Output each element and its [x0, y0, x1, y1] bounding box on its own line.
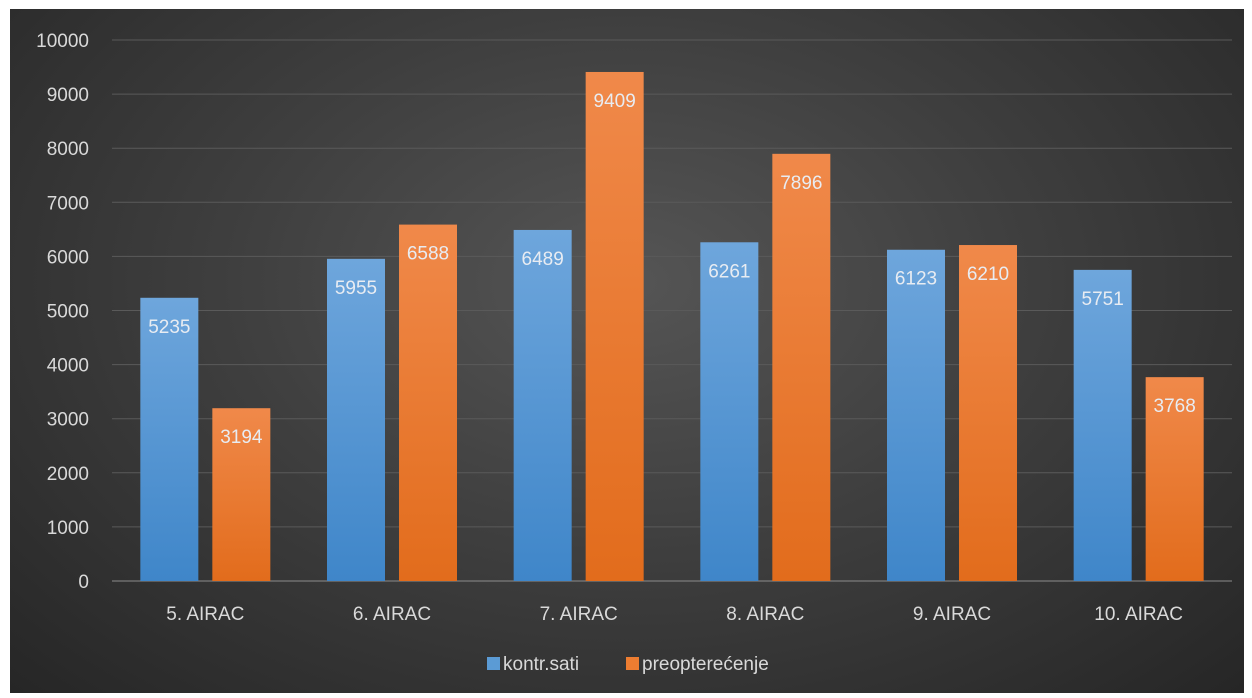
legend-label: preopterećenje [642, 654, 769, 675]
bar-kontr-sati [140, 297, 199, 581]
data-label: 6588 [407, 244, 449, 265]
legend-label: kontr.sati [503, 654, 579, 675]
data-label: 5235 [148, 317, 190, 338]
data-label: 3768 [1154, 396, 1196, 417]
x-axis: 5. AIRAC 6. AIRAC 7. AIRAC 8. AIRAC 9. AIRAC… [166, 604, 1183, 625]
data-labels: 5235 3194 5955 6588 6489 9409 6261 7896 6123 6210… [148, 91, 1196, 448]
legend-swatch [487, 657, 500, 670]
data-label: 6123 [895, 269, 937, 290]
bar-preopterecenje [212, 408, 271, 581]
data-label: 5751 [1082, 289, 1124, 310]
y-tick-label: 5000 [47, 302, 89, 323]
y-tick-label: 2000 [47, 464, 89, 485]
data-label: 5955 [335, 278, 377, 299]
y-tick-label: 6000 [47, 247, 89, 268]
gridlines [112, 39, 1232, 582]
y-tick-label: 0 [78, 572, 89, 593]
data-label: 9409 [594, 91, 636, 112]
legend-swatch [626, 657, 639, 670]
x-category-label: 6. AIRAC [353, 604, 431, 625]
bar-kontr-sati [327, 258, 385, 581]
data-label: 6489 [522, 249, 564, 270]
bar-preopterecenje [399, 224, 457, 581]
bar-preopterecenje [772, 153, 831, 581]
y-axis: 0 1000 2000 3000 4000 5000 6000 7000 8000 9000 100… [36, 31, 89, 593]
bar-preopterecenje [959, 245, 1017, 581]
y-tick-label: 9000 [47, 85, 89, 106]
data-label: 6210 [967, 264, 1009, 285]
bar-kontr-sati [887, 249, 945, 581]
y-tick-label: 10000 [36, 31, 89, 52]
bar-kontr-sati [513, 229, 572, 581]
x-category-label: 8. AIRAC [726, 604, 804, 625]
data-label: 7896 [780, 173, 822, 194]
bars [140, 71, 1204, 582]
data-label: 3194 [220, 427, 263, 448]
y-tick-label: 8000 [47, 139, 89, 160]
x-category-label: 7. AIRAC [540, 604, 618, 625]
y-tick-label: 1000 [47, 518, 89, 539]
bar-kontr-sati [1073, 269, 1132, 581]
bar-preopterecenje [585, 71, 644, 582]
x-category-label: 5. AIRAC [166, 604, 244, 625]
bar-kontr-sati [700, 242, 759, 581]
legend: kontr.sati preopterećenje [487, 654, 769, 675]
data-label: 6261 [708, 261, 750, 282]
y-tick-label: 4000 [47, 356, 89, 377]
x-category-label: 9. AIRAC [913, 604, 991, 625]
y-tick-label: 7000 [47, 193, 89, 214]
x-category-label: 10. AIRAC [1094, 604, 1183, 625]
bar-preopterecenje [1145, 377, 1204, 581]
y-tick-label: 3000 [47, 410, 89, 431]
